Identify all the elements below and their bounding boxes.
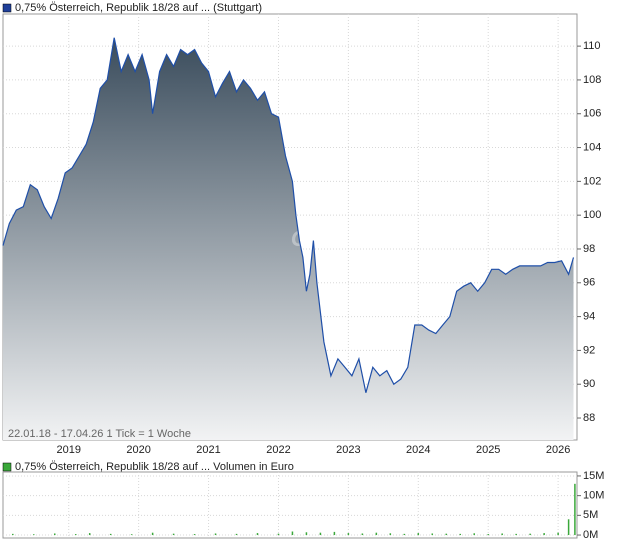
volume-bar	[417, 533, 420, 536]
price-line	[2, 37, 575, 393]
volume-bar	[74, 534, 77, 536]
volume-title: 0,75% Österreich, Republik 18/28 auf ...…	[15, 461, 294, 473]
volume-bar	[473, 533, 475, 536]
volume-bar	[557, 532, 559, 536]
volume-bar	[567, 519, 570, 536]
volume-bar	[151, 532, 154, 536]
y-tick-label: 10M	[583, 490, 604, 502]
plot-area	[2, 471, 578, 539]
volume-bar	[277, 533, 280, 536]
volume-bar	[347, 533, 350, 536]
x-tick-label: 2023	[336, 444, 360, 456]
volume-bar	[109, 533, 112, 536]
y-tick-label: 98	[583, 243, 595, 255]
volume-bar	[256, 533, 259, 536]
volume-bar	[574, 483, 576, 536]
volume-bar	[193, 534, 196, 536]
legend-swatch	[2, 462, 12, 472]
price-area	[3, 37, 574, 440]
volume-bar	[501, 533, 503, 536]
volume-bar	[291, 531, 294, 536]
volume-bar	[445, 533, 448, 536]
period-info: 22.01.18 - 17.04.26 1 Tick = 1 Woche	[8, 428, 191, 440]
y-tick-label: 104	[583, 141, 601, 153]
x-tick-label: 2019	[56, 444, 80, 456]
x-tick-label: 2024	[406, 444, 430, 456]
volume-bar	[214, 533, 217, 536]
volume-bar	[515, 533, 517, 536]
x-tick-label: 2025	[476, 444, 500, 456]
y-tick-label: 0M	[583, 529, 598, 541]
y-tick-label: 15M	[583, 470, 604, 482]
x-tick-label: 2020	[126, 444, 150, 456]
volume-bar	[375, 532, 378, 536]
volume-bar	[431, 533, 434, 536]
y-tick-label: 108	[583, 74, 601, 86]
volume-bar	[529, 533, 531, 536]
y-tick-label: 5M	[583, 509, 598, 521]
volume-bar	[53, 533, 56, 536]
volume-bar	[319, 532, 322, 536]
volume-bar	[235, 533, 238, 536]
volume-bar	[361, 533, 364, 536]
watermark: CHECK	[291, 226, 371, 251]
y-tick-label: 96	[583, 277, 595, 289]
volume-bar	[459, 533, 461, 536]
x-tick-label: 2021	[196, 444, 220, 456]
y-tick-label: 94	[583, 311, 595, 323]
volume-bar	[543, 533, 545, 536]
volume-bar	[88, 533, 91, 536]
legend-swatch	[2, 3, 12, 13]
x-tick-label: 2022	[266, 444, 290, 456]
y-tick-label: 102	[583, 175, 601, 187]
volume-bar	[487, 534, 489, 536]
volume-bar	[305, 532, 308, 536]
volume-bar	[130, 534, 133, 536]
y-tick-label: 88	[583, 412, 595, 424]
volume-bar	[12, 533, 14, 536]
volume-bar	[33, 534, 35, 536]
volume-bar	[333, 531, 336, 536]
volume-bar	[389, 533, 392, 536]
chart-title: 0,75% Österreich, Republik 18/28 auf ...…	[15, 2, 262, 14]
volume-bar	[172, 533, 175, 536]
y-tick-label: 110	[583, 40, 601, 52]
y-tick-label: 90	[583, 378, 595, 390]
y-tick-label: 100	[583, 209, 601, 221]
x-tick-label: 2026	[546, 444, 570, 456]
y-tick-label: 92	[583, 344, 595, 356]
y-tick-label: 106	[583, 108, 601, 120]
volume-bar	[403, 533, 406, 536]
